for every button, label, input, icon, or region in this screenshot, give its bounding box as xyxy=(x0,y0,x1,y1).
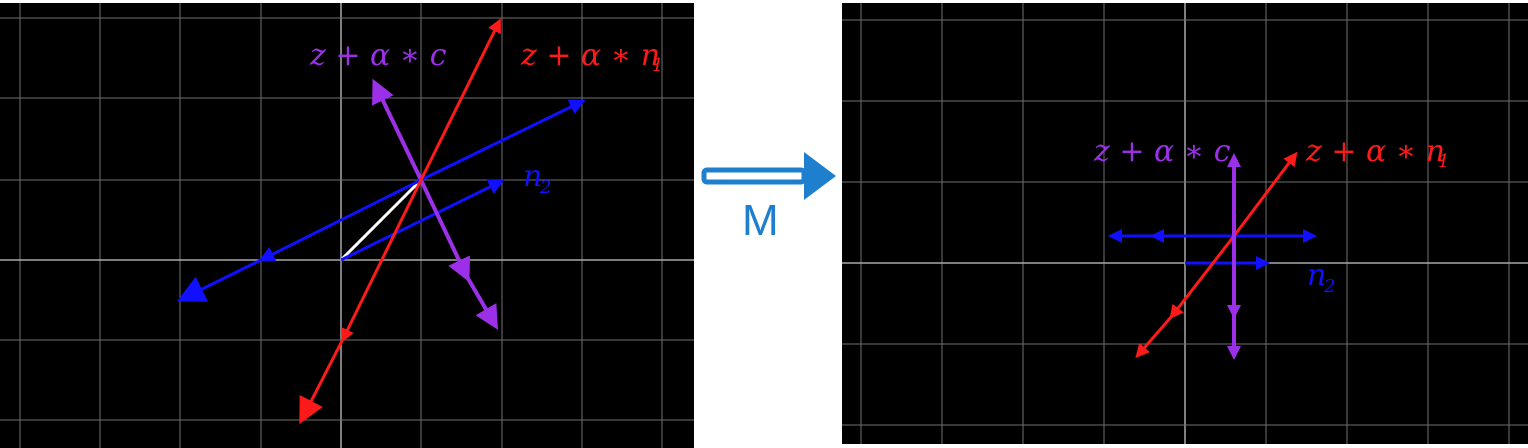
left-diagram: z + α ∗ c z + α ∗ n 1 n 2 xyxy=(0,3,694,448)
left-diagram-svg: z + α ∗ c z + α ∗ n 1 n 2 xyxy=(0,3,694,448)
red-line xyxy=(1135,315,1174,359)
label-z-alpha-n1-subscript: 1 xyxy=(652,55,663,76)
red-line xyxy=(341,179,423,343)
label-z-alpha-c: z + α ∗ c xyxy=(309,38,447,73)
transform-label: M xyxy=(742,196,779,245)
label-n2-subscript: 2 xyxy=(1323,276,1335,297)
label-z-alpha-n1: z + α ∗ n xyxy=(1305,134,1445,169)
label-n2-subscript: 2 xyxy=(539,177,551,198)
label-n2: n xyxy=(1307,258,1326,293)
blue-line xyxy=(420,99,586,182)
white-vector xyxy=(339,178,423,262)
label-z-alpha-c: z + α ∗ c xyxy=(1093,134,1231,169)
label-z-alpha-n1: z + α ∗ n xyxy=(520,38,660,73)
purple-line xyxy=(464,273,499,330)
red-line xyxy=(419,18,501,181)
transform-arrow-icon xyxy=(701,152,836,200)
blue-line xyxy=(176,257,264,302)
label-z-alpha-n1-subscript: 1 xyxy=(1438,151,1449,172)
label-n2: n xyxy=(523,159,542,194)
red-line xyxy=(1169,235,1236,320)
red-line xyxy=(1232,151,1298,237)
purple-line xyxy=(372,78,423,181)
blue-line xyxy=(258,178,422,262)
grid xyxy=(842,3,1528,444)
purple-line xyxy=(419,179,470,283)
red-line xyxy=(299,338,345,425)
right-diagram-svg: z + α ∗ c z + α ∗ n 1 n 2 xyxy=(842,3,1528,444)
blue-n2-vector xyxy=(340,179,505,262)
right-diagram: z + α ∗ c z + α ∗ n 1 n 2 xyxy=(842,3,1528,444)
